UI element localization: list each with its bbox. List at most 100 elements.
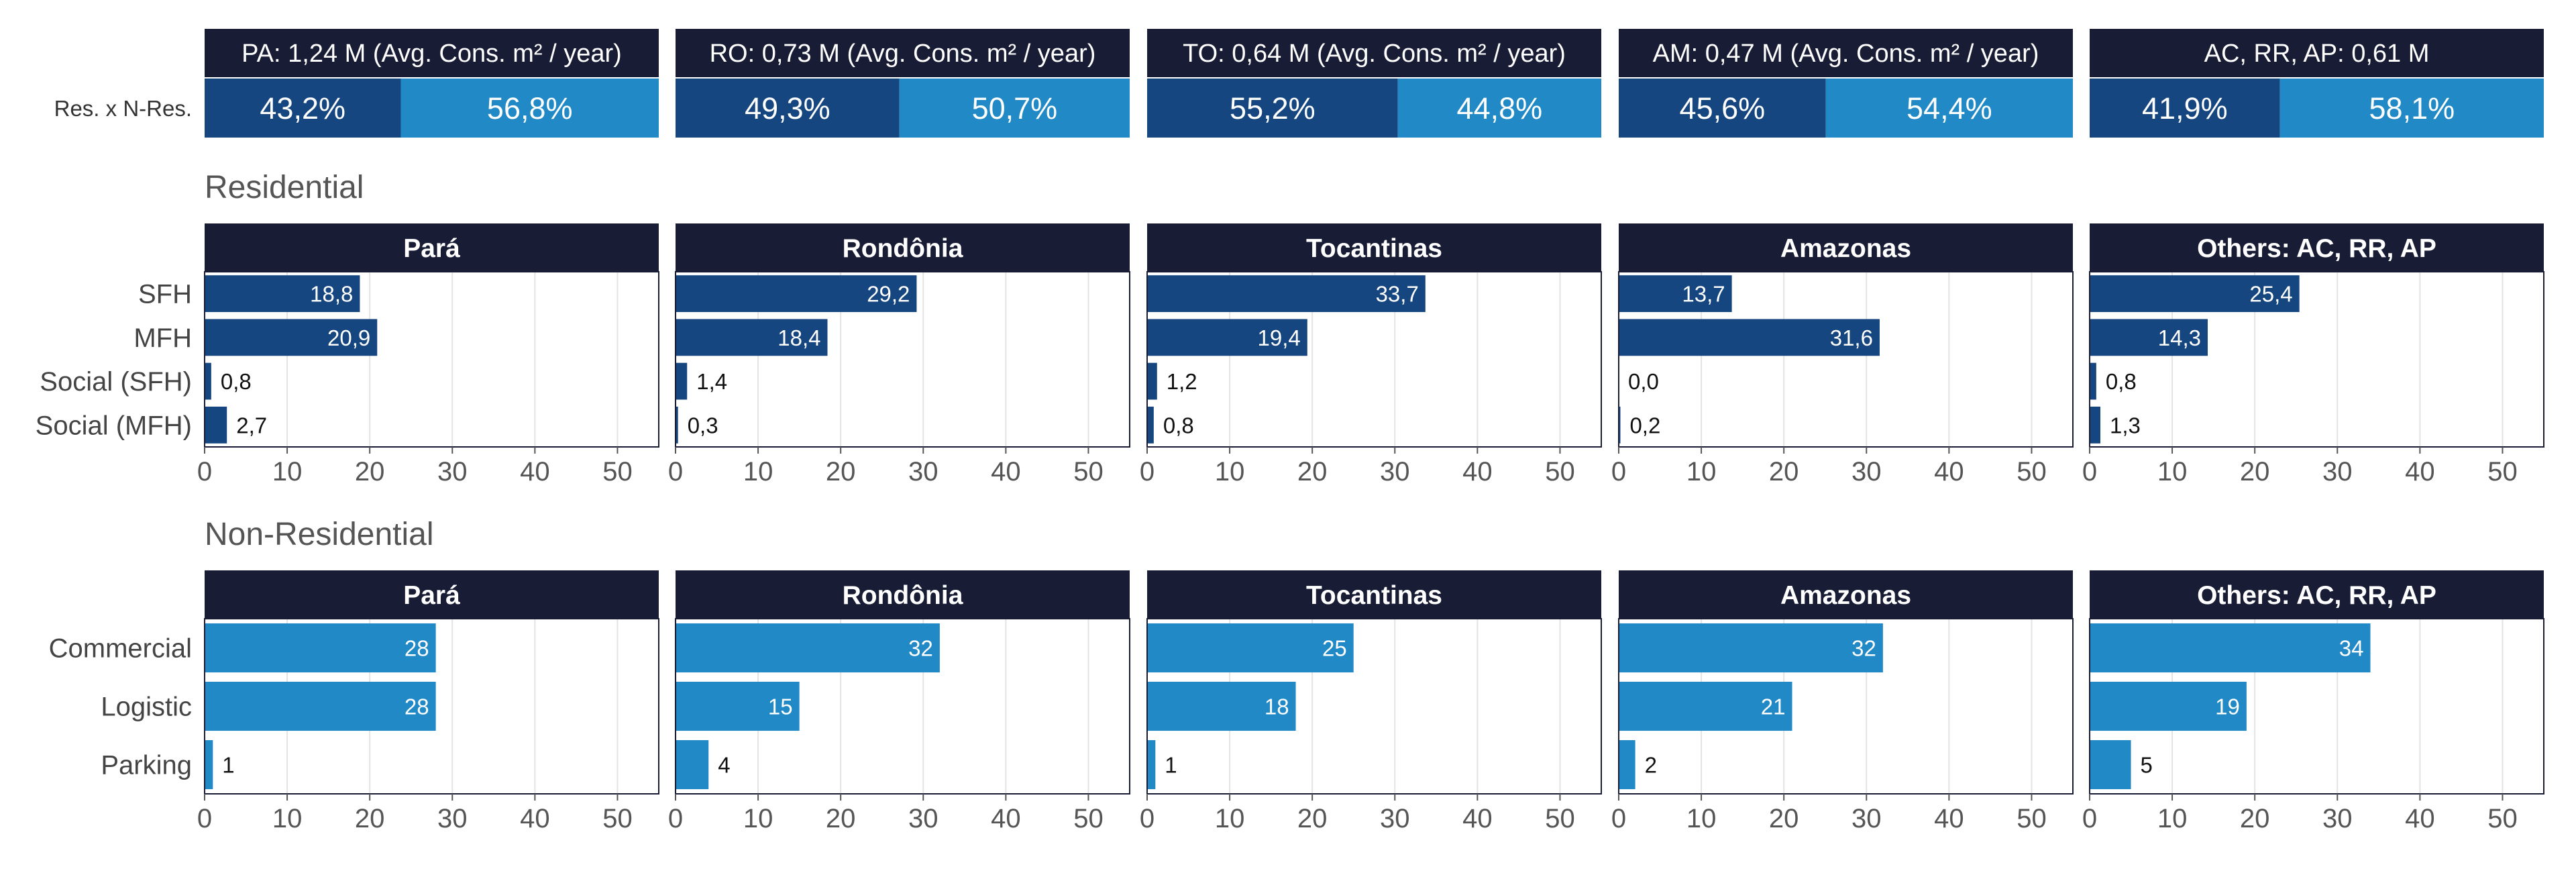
panel-header: Amazonas	[1780, 581, 1911, 610]
axis-tick-label: 0	[1140, 804, 1155, 833]
bar	[2090, 739, 2131, 790]
axis-tick-label: 40	[991, 457, 1021, 487]
axis-tick-label: 20	[2240, 804, 2270, 833]
share-res-bar	[1147, 79, 1398, 138]
axis-tick-label: 50	[1073, 804, 1104, 833]
category-label: Logistic	[101, 693, 192, 722]
share-nres-label: 44,8%	[1457, 91, 1543, 125]
axis-tick-label: 10	[1215, 804, 1245, 833]
bar	[676, 406, 678, 444]
axis-tick-label: 20	[1769, 457, 1799, 487]
bar	[2090, 406, 2101, 444]
bar	[1619, 623, 1883, 673]
category-label: SFH	[138, 280, 192, 309]
share-panel-header: AC, RR, AP: 0,61 M	[2204, 40, 2430, 68]
share-nres-bar	[1397, 79, 1601, 138]
bar	[205, 362, 211, 400]
bar-value-label: 28	[405, 636, 429, 661]
bar-value-label: 20,9	[327, 325, 370, 350]
section-title: Non-Residential	[205, 517, 434, 552]
panel-header-bg	[1619, 570, 2073, 619]
bar-value-label: 5	[2141, 753, 2153, 778]
axis-tick-label: 0	[1611, 457, 1626, 487]
bar-value-label: 1,2	[1167, 369, 1197, 394]
bar-value-label: 1	[222, 753, 234, 778]
bar-value-label: 0,8	[2106, 369, 2137, 394]
bar	[1619, 681, 1792, 731]
axis-tick-label: 20	[355, 457, 385, 487]
panel-header-bg	[1147, 223, 1601, 272]
bar-value-label: 0,2	[1629, 413, 1660, 438]
axis-tick-label: 50	[602, 804, 633, 833]
axis-tick-label: 20	[355, 804, 385, 833]
bar	[1147, 623, 1354, 673]
bar-value-label: 2	[1645, 753, 1657, 778]
share-panel-header-bg	[2090, 29, 2544, 77]
bar-value-label: 25,4	[2249, 282, 2292, 307]
axis-tick-label: 10	[272, 457, 303, 487]
bar-value-label: 0,8	[221, 369, 252, 394]
share-nres-bar	[400, 79, 659, 138]
axis-tick-label: 0	[2082, 457, 2097, 487]
axis-tick-label: 0	[1611, 804, 1626, 833]
share-nres-label: 54,4%	[1907, 91, 1992, 125]
axis-tick-label: 50	[2487, 457, 2518, 487]
axis-tick-label: 40	[520, 457, 550, 487]
panel-header-bg	[1619, 223, 2073, 272]
bar	[676, 275, 917, 313]
axis-tick-label: 20	[1297, 457, 1328, 487]
share-nres-label: 58,1%	[2369, 91, 2455, 125]
axis-tick-label: 30	[1851, 804, 1882, 833]
share-res-bar	[2090, 79, 2280, 138]
axis-tick-label: 30	[1380, 457, 1410, 487]
bar	[1147, 362, 1157, 400]
bar-value-label: 32	[908, 636, 933, 661]
bar-value-label: 21	[1761, 695, 1786, 719]
axis-tick-label: 10	[1686, 457, 1717, 487]
axis-tick-label: 40	[991, 804, 1021, 833]
axis-tick-label: 30	[2322, 804, 2353, 833]
bar	[676, 739, 709, 790]
axis-tick-label: 40	[1934, 457, 1964, 487]
bar	[2090, 319, 2208, 356]
panel-header-bg	[205, 223, 659, 272]
bar-value-label: 18,4	[777, 325, 820, 350]
share-panel-header: TO: 0,64 M (Avg. Cons. m² / year)	[1183, 40, 1566, 68]
bar-value-label: 29,2	[867, 282, 910, 307]
section-title: Residential	[205, 170, 364, 205]
bar-value-label: 28	[405, 695, 429, 719]
bar-value-label: 18,8	[310, 282, 353, 307]
bar	[676, 319, 828, 356]
axis-tick-label: 40	[1462, 457, 1493, 487]
panel-header-bg	[2090, 570, 2544, 619]
bar	[1147, 319, 1307, 356]
panel-header-bg	[676, 223, 1130, 272]
bar	[1619, 406, 1621, 444]
axis-tick-label: 50	[1545, 804, 1575, 833]
axis-tick-label: 0	[2082, 804, 2097, 833]
axis-tick-label: 20	[2240, 457, 2270, 487]
panel-border	[1618, 271, 2074, 448]
axis-tick-label: 40	[1462, 804, 1493, 833]
panel-header-bg	[676, 570, 1130, 619]
panel-border	[2089, 618, 2544, 795]
axis-tick-label: 0	[197, 804, 212, 833]
axis-tick-label: 50	[602, 457, 633, 487]
axis-tick-label: 10	[743, 457, 773, 487]
bar-value-label: 33,7	[1376, 282, 1419, 307]
bar-value-label: 0,0	[1628, 369, 1659, 394]
bar-value-label: 19,4	[1258, 325, 1301, 350]
panel-border	[1146, 618, 1602, 795]
share-res-label: 55,2%	[1230, 91, 1316, 125]
bar	[676, 623, 940, 673]
share-res-bar	[1619, 79, 1826, 138]
axis-tick-label: 50	[1073, 457, 1104, 487]
bar	[205, 275, 360, 313]
category-label: Social (MFH)	[36, 411, 192, 440]
axis-tick-label: 10	[743, 804, 773, 833]
axis-tick-label: 20	[826, 457, 856, 487]
share-nres-label: 50,7%	[972, 91, 1058, 125]
axis-tick-label: 0	[1140, 457, 1155, 487]
axis-tick-label: 0	[197, 457, 212, 487]
